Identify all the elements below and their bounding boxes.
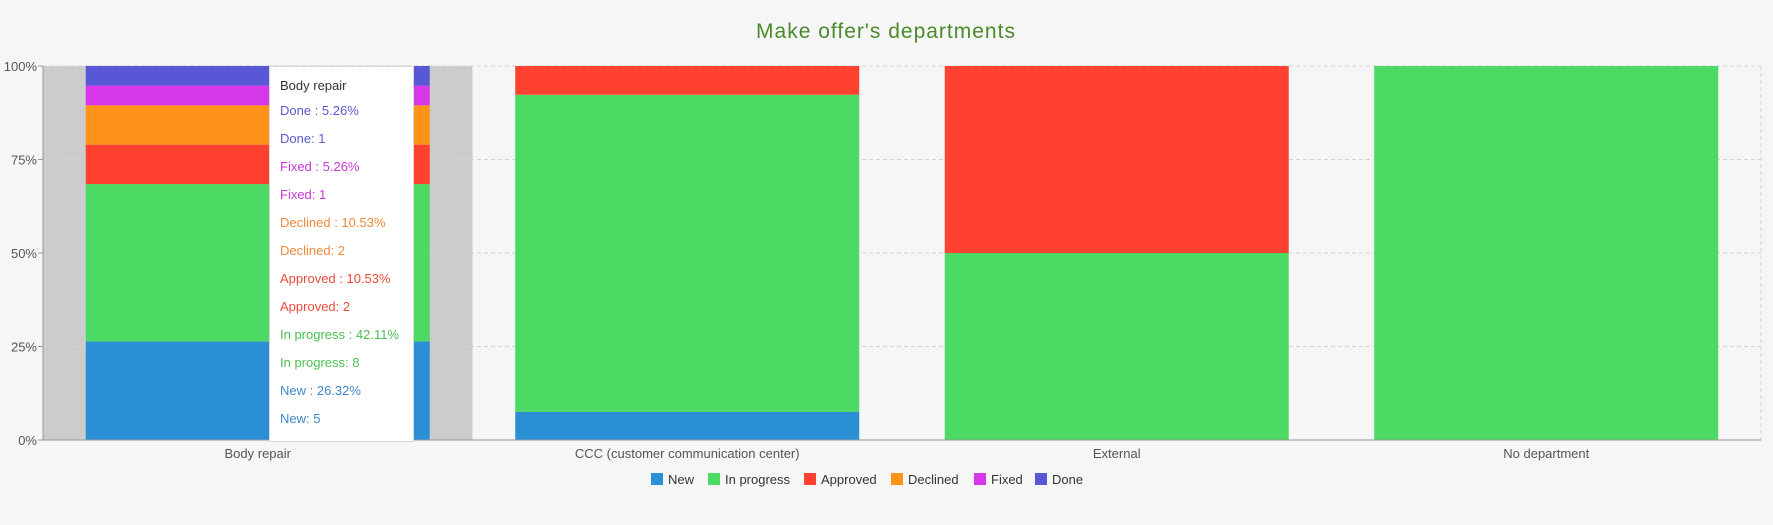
y-tick-label: 0%	[18, 433, 37, 448]
tooltip-title: Body repair	[280, 78, 347, 93]
legend-swatch	[804, 473, 816, 485]
tooltip-line: Done: 1	[280, 131, 326, 146]
x-tick-label: Body repair	[225, 446, 292, 461]
bar-segment	[515, 411, 860, 440]
tooltip-line: Approved: 2	[280, 299, 351, 314]
legend-label: Done	[1052, 472, 1083, 487]
bar-segment	[515, 94, 860, 412]
y-tick-label: 25%	[11, 340, 37, 355]
x-tick-label: External	[1093, 446, 1141, 461]
legend-label: In progress	[725, 472, 791, 487]
chart-title: Make offer's departments	[756, 20, 1016, 43]
y-tick-label: 75%	[11, 153, 37, 168]
tooltip-line: Done : 5.26%	[280, 103, 359, 118]
x-tick-label: No department	[1503, 446, 1589, 461]
tooltip-line: Declined : 10.53%	[280, 215, 386, 230]
tooltip-line: New: 5	[280, 411, 321, 426]
legend-label: Declined	[908, 472, 959, 487]
tooltip-line: Fixed : 5.26%	[280, 159, 360, 174]
x-tick-label: CCC (customer communication center)	[575, 446, 800, 461]
legend-label: Approved	[821, 472, 877, 487]
tooltip: Body repair Done : 5.26% Done: 1 Fixed : 5…	[269, 66, 414, 442]
tooltip-line: In progress : 42.11%	[280, 327, 399, 342]
legend-swatch	[891, 473, 903, 485]
bar-segment	[944, 66, 1289, 253]
tooltip-line: Fixed: 1	[280, 187, 327, 202]
bar-segment	[944, 253, 1289, 440]
legend-swatch	[708, 473, 720, 485]
legend-swatch	[651, 473, 663, 485]
legend-swatch	[974, 473, 986, 485]
legend-label: New	[668, 472, 695, 487]
tooltip-line: Declined: 2	[280, 243, 346, 258]
bar-segment	[1374, 66, 1719, 440]
y-tick-label: 50%	[11, 246, 37, 261]
tooltip-line: Approved : 10.53%	[280, 271, 391, 286]
tooltip-line: In progress: 8	[280, 355, 360, 370]
y-tick-label: 100%	[4, 59, 38, 74]
tooltip-line: New : 26.32%	[280, 383, 361, 398]
legend-label: Fixed	[991, 472, 1023, 487]
legend-swatch	[1035, 473, 1047, 485]
bar-segment	[515, 66, 860, 95]
